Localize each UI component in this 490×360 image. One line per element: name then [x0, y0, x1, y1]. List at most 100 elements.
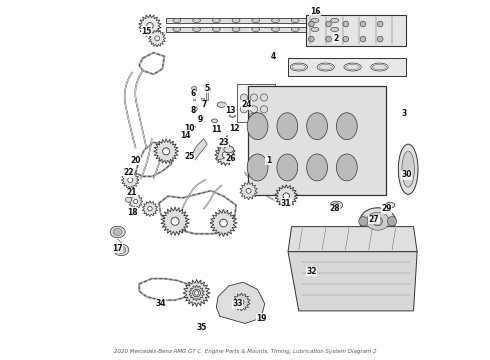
- Polygon shape: [215, 144, 236, 166]
- Polygon shape: [161, 207, 189, 235]
- Circle shape: [360, 36, 366, 42]
- Circle shape: [360, 21, 366, 27]
- Text: 5: 5: [205, 84, 210, 93]
- Circle shape: [377, 21, 383, 27]
- Polygon shape: [148, 30, 166, 47]
- Circle shape: [250, 94, 258, 101]
- Text: 32: 32: [306, 267, 317, 276]
- Text: 6: 6: [191, 89, 196, 98]
- Text: 2020 Mercedes-Benz AMG GT C  Engine Parts & Mounts, Timing, Lubrication System D: 2020 Mercedes-Benz AMG GT C Engine Parts…: [114, 349, 376, 354]
- Ellipse shape: [292, 64, 306, 70]
- Polygon shape: [306, 15, 406, 45]
- Ellipse shape: [197, 116, 203, 119]
- Circle shape: [343, 21, 349, 27]
- Ellipse shape: [337, 154, 357, 181]
- Circle shape: [192, 107, 197, 112]
- Text: 30: 30: [401, 170, 412, 179]
- Text: 35: 35: [197, 323, 207, 332]
- Text: 13: 13: [225, 105, 236, 114]
- Ellipse shape: [311, 18, 319, 23]
- Ellipse shape: [319, 64, 333, 70]
- Bar: [201, 98, 204, 105]
- Ellipse shape: [114, 244, 129, 256]
- Circle shape: [388, 217, 397, 226]
- Text: 21: 21: [127, 188, 137, 197]
- Ellipse shape: [346, 64, 359, 70]
- Text: 7: 7: [201, 100, 206, 109]
- Circle shape: [240, 94, 247, 101]
- Ellipse shape: [212, 27, 220, 32]
- Polygon shape: [216, 135, 229, 160]
- Ellipse shape: [252, 18, 260, 23]
- Ellipse shape: [247, 113, 268, 140]
- Circle shape: [343, 36, 349, 42]
- Circle shape: [326, 21, 331, 27]
- Polygon shape: [288, 252, 417, 311]
- Polygon shape: [191, 139, 207, 160]
- Polygon shape: [275, 185, 297, 208]
- Polygon shape: [153, 139, 179, 164]
- Circle shape: [260, 94, 268, 101]
- Circle shape: [309, 21, 314, 27]
- Ellipse shape: [212, 18, 220, 23]
- Polygon shape: [240, 182, 257, 200]
- Text: 34: 34: [155, 299, 166, 308]
- Circle shape: [204, 86, 210, 92]
- Text: 3: 3: [402, 109, 407, 118]
- Circle shape: [359, 217, 368, 226]
- Circle shape: [250, 106, 258, 113]
- Ellipse shape: [331, 18, 339, 23]
- Circle shape: [377, 36, 383, 42]
- Ellipse shape: [277, 154, 298, 181]
- Ellipse shape: [113, 228, 122, 235]
- Ellipse shape: [330, 201, 343, 209]
- Ellipse shape: [291, 18, 299, 23]
- Text: 29: 29: [381, 204, 392, 213]
- Bar: [206, 90, 208, 100]
- FancyBboxPatch shape: [237, 84, 275, 122]
- Circle shape: [155, 36, 160, 41]
- Ellipse shape: [249, 113, 263, 118]
- Bar: [166, 18, 324, 23]
- Text: 20: 20: [130, 156, 141, 165]
- Bar: [166, 27, 324, 32]
- Ellipse shape: [291, 27, 299, 32]
- Circle shape: [240, 106, 247, 113]
- Circle shape: [246, 188, 251, 193]
- Ellipse shape: [366, 212, 390, 230]
- Ellipse shape: [277, 113, 298, 140]
- Ellipse shape: [230, 114, 235, 117]
- Bar: [193, 90, 195, 100]
- Ellipse shape: [193, 27, 200, 32]
- Polygon shape: [288, 226, 417, 252]
- Text: 17: 17: [112, 244, 123, 253]
- Ellipse shape: [307, 154, 327, 181]
- Ellipse shape: [360, 208, 395, 235]
- Ellipse shape: [333, 203, 340, 207]
- Text: 16: 16: [310, 7, 320, 16]
- Circle shape: [220, 219, 227, 227]
- Text: 24: 24: [242, 100, 252, 109]
- Text: 33: 33: [233, 299, 243, 308]
- Polygon shape: [216, 282, 265, 323]
- Ellipse shape: [344, 63, 361, 71]
- Circle shape: [134, 199, 138, 203]
- Ellipse shape: [217, 102, 226, 107]
- Text: 27: 27: [369, 215, 379, 224]
- Circle shape: [222, 152, 228, 158]
- Circle shape: [193, 289, 200, 297]
- Text: 15: 15: [141, 27, 151, 36]
- Circle shape: [373, 217, 382, 226]
- Ellipse shape: [173, 27, 181, 32]
- Ellipse shape: [110, 226, 125, 238]
- Polygon shape: [288, 58, 406, 76]
- Ellipse shape: [229, 114, 236, 117]
- Text: 10: 10: [184, 123, 195, 132]
- Circle shape: [147, 23, 153, 29]
- Ellipse shape: [193, 18, 200, 23]
- Circle shape: [163, 148, 170, 155]
- Ellipse shape: [252, 27, 260, 32]
- Ellipse shape: [247, 154, 268, 181]
- Text: 8: 8: [190, 105, 196, 114]
- Text: 25: 25: [184, 152, 195, 161]
